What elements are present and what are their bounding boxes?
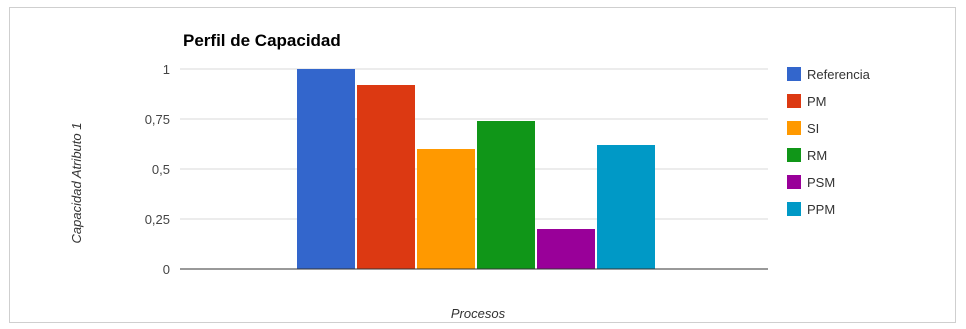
legend-swatch-psm bbox=[787, 175, 801, 189]
y-tick-label: 0 bbox=[163, 262, 170, 277]
y-tick-label: 1 bbox=[163, 62, 170, 77]
legend-swatch-rm bbox=[787, 148, 801, 162]
legend-label-si[interactable]: SI bbox=[807, 121, 819, 136]
y-axis-title: Capacidad Atributo 1 bbox=[69, 123, 84, 244]
legend-label-referencia[interactable]: Referencia bbox=[807, 67, 871, 82]
legend: Referencia PM SI RM PSM PPM bbox=[787, 67, 871, 217]
legend-swatch-referencia bbox=[787, 67, 801, 81]
x-axis-title: Procesos bbox=[451, 306, 506, 321]
legend-label-ppm[interactable]: PPM bbox=[807, 202, 835, 217]
y-tick-label: 0,25 bbox=[145, 212, 170, 227]
bar-ppm[interactable] bbox=[597, 145, 655, 269]
legend-label-pm[interactable]: PM bbox=[807, 94, 827, 109]
bar-referencia[interactable] bbox=[297, 69, 355, 269]
bar-si[interactable] bbox=[417, 149, 475, 269]
bar-pm[interactable] bbox=[357, 85, 415, 269]
legend-swatch-ppm bbox=[787, 202, 801, 216]
chart-title: Perfil de Capacidad bbox=[183, 31, 341, 50]
y-tick-label: 0,75 bbox=[145, 112, 170, 127]
y-axis-ticks: 0 0,25 0,5 0,75 1 bbox=[145, 62, 170, 277]
y-tick-label: 0,5 bbox=[152, 162, 170, 177]
bars bbox=[297, 69, 655, 269]
legend-label-psm[interactable]: PSM bbox=[807, 175, 835, 190]
legend-swatch-si bbox=[787, 121, 801, 135]
legend-swatch-pm bbox=[787, 94, 801, 108]
bar-rm[interactable] bbox=[477, 121, 535, 269]
bar-psm[interactable] bbox=[537, 229, 595, 269]
legend-label-rm[interactable]: RM bbox=[807, 148, 827, 163]
